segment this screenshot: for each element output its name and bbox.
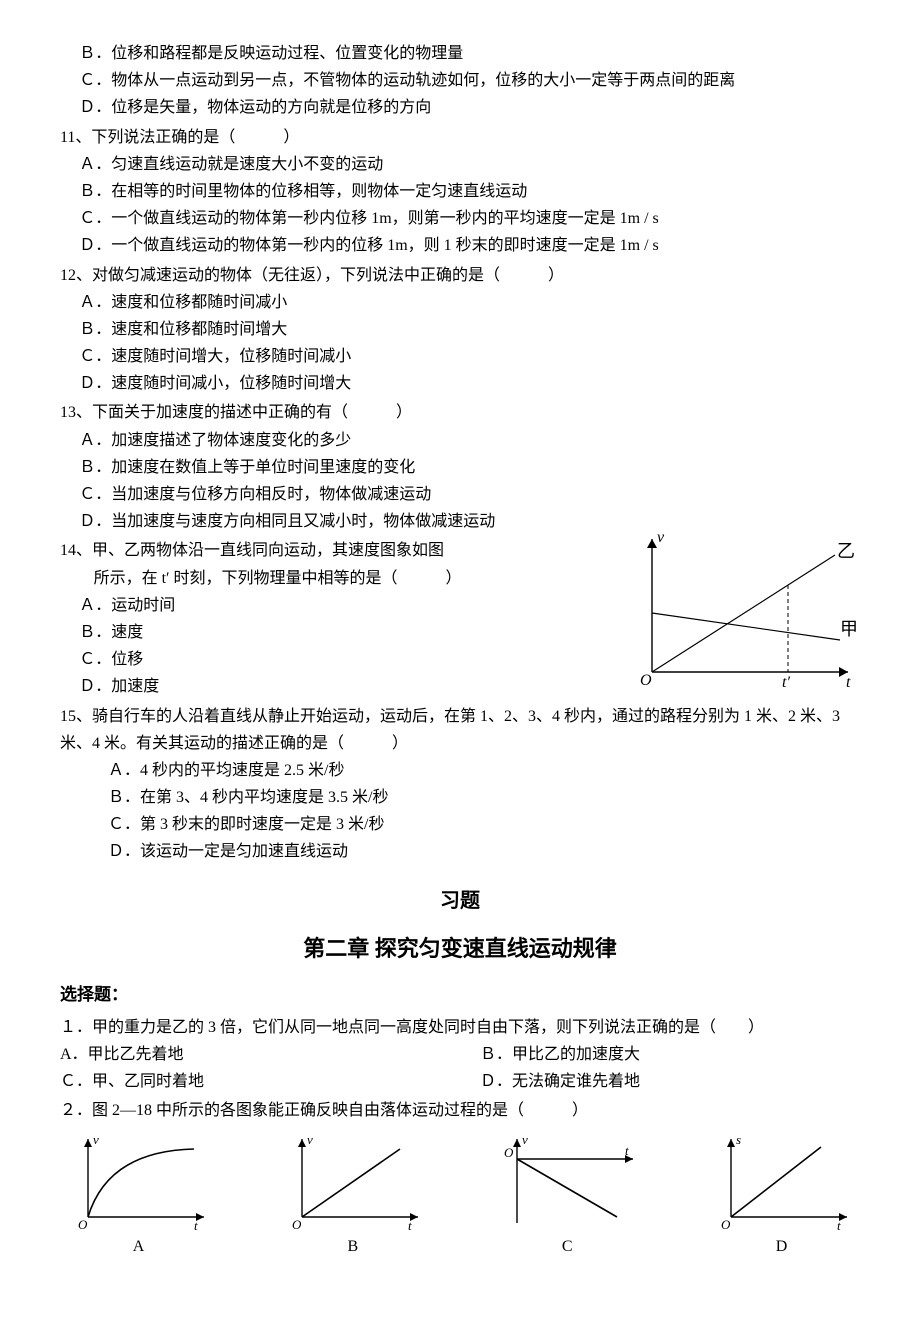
c2q2-stem: ２．图 2—18 中所示的各图象能正确反映自由落体运动过程的是（ ） xyxy=(60,1097,860,1124)
svg-text:O: O xyxy=(78,1217,88,1231)
graph-a: O v t A xyxy=(66,1131,211,1260)
svg-text:t: t xyxy=(837,1218,841,1231)
q15-option-a: Ａ．4 秒内的平均速度是 2.5 米/秒 xyxy=(60,757,860,784)
c2q1-option-b: Ｂ．甲比乙的加速度大 xyxy=(440,1041,860,1068)
section-title: 习题 xyxy=(60,884,860,918)
graph-b-label: B xyxy=(347,1233,358,1260)
q11-option-a: Ａ．匀速直线运动就是速度大小不变的运动 xyxy=(60,151,860,178)
svg-text:O: O xyxy=(640,672,652,689)
c2q1-option-a: A．甲比乙先着地 xyxy=(60,1041,440,1068)
graph-c: O v t C xyxy=(495,1131,640,1260)
q12-stem: 12、对做匀减速运动的物体（无往返），下列说法中正确的是（ ） xyxy=(60,262,860,289)
c2q1-stem: １．甲的重力是乙的 3 倍，它们从同一地点同一高度处同时自由下落，则下列说法正确… xyxy=(60,1014,860,1041)
graph-a-label: A xyxy=(133,1233,145,1260)
graph-b: O v t B xyxy=(280,1131,425,1260)
c2q2-graphs: O v t A O v t B O v xyxy=(60,1131,860,1260)
q13-option-c: Ｃ．当加速度与位移方向相反时，物体做减速运动 xyxy=(60,481,860,508)
q11-option-c: Ｃ．一个做直线运动的物体第一秒内位移 1m，则第一秒内的平均速度一定是 1m /… xyxy=(60,205,860,232)
c2q1-option-c: Ｃ．甲、乙同时着地 xyxy=(60,1068,440,1095)
q15-option-c: Ｃ．第 3 秒末的即时速度一定是 3 米/秒 xyxy=(60,811,860,838)
svg-text:乙: 乙 xyxy=(837,541,855,561)
svg-text:v: v xyxy=(657,529,665,546)
graph-d: O s t D xyxy=(709,1131,854,1260)
q14-diagram: O v t t′ 乙 甲 xyxy=(630,527,860,697)
svg-text:甲: 甲 xyxy=(840,619,858,639)
q13-stem: 13、下面关于加速度的描述中正确的有（ ） xyxy=(60,399,860,426)
svg-text:t: t xyxy=(846,674,851,691)
c2q1-option-d: Ｄ．无法确定谁先着地 xyxy=(440,1068,860,1095)
svg-text:O: O xyxy=(721,1217,731,1231)
q11-option-d: Ｄ．一个做直线运动的物体第一秒内的位移 1m，则 1 秒末的即时速度一定是 1m… xyxy=(60,232,860,259)
svg-text:t: t xyxy=(625,1143,629,1158)
svg-text:s: s xyxy=(736,1132,741,1147)
q11-stem: 11、下列说法正确的是（ ） xyxy=(60,124,860,151)
sub-heading: 选择题： xyxy=(60,981,860,1010)
graph-c-label: C xyxy=(562,1233,573,1260)
q14-block: O v t t′ 乙 甲 14、甲、乙两物体沿一直线同向运动，其速度图象如图 所… xyxy=(60,537,860,700)
q12-option-a: Ａ．速度和位移都随时间减小 xyxy=(60,289,860,316)
c2q1-row1: A．甲比乙先着地 Ｂ．甲比乙的加速度大 xyxy=(60,1041,860,1068)
svg-text:v: v xyxy=(522,1132,528,1147)
svg-text:t′: t′ xyxy=(782,674,790,691)
q12-option-c: Ｃ．速度随时间增大，位移随时间减小 xyxy=(60,343,860,370)
q11-option-b: Ｂ．在相等的时间里物体的位移相等，则物体一定匀速直线运动 xyxy=(60,178,860,205)
svg-text:O: O xyxy=(292,1217,302,1231)
svg-text:t: t xyxy=(194,1218,198,1231)
chapter-title: 第二章 探究匀变速直线运动规律 xyxy=(60,930,860,967)
q15-option-d: Ｄ．该运动一定是匀加速直线运动 xyxy=(60,838,860,865)
q13-option-b: Ｂ．加速度在数值上等于单位时间里速度的变化 xyxy=(60,454,860,481)
svg-text:O: O xyxy=(504,1145,514,1160)
q13-option-a: Ａ．加速度描述了物体速度变化的多少 xyxy=(60,427,860,454)
graph-d-label: D xyxy=(776,1233,788,1260)
q15-stem: 15、骑自行车的人沿着直线从静止开始运动，运动后，在第 1、2、3、4 秒内，通… xyxy=(60,703,860,757)
svg-text:v: v xyxy=(93,1132,99,1147)
q12-option-b: Ｂ．速度和位移都随时间增大 xyxy=(60,316,860,343)
c2q1-row2: Ｃ．甲、乙同时着地 Ｄ．无法确定谁先着地 xyxy=(60,1068,860,1095)
q12-option-d: Ｄ．速度随时间减小，位移随时间增大 xyxy=(60,370,860,397)
q10-option-c: Ｃ．物体从一点运动到另一点，不管物体的运动轨迹如何，位移的大小一定等于两点间的距… xyxy=(60,67,860,94)
svg-text:t: t xyxy=(408,1218,412,1231)
q10-option-b: Ｂ．位移和路程都是反映运动过程、位置变化的物理量 xyxy=(60,40,860,67)
q10-option-d: Ｄ．位移是矢量，物体运动的方向就是位移的方向 xyxy=(60,94,860,121)
svg-text:v: v xyxy=(307,1132,313,1147)
q15-option-b: Ｂ．在第 3、4 秒内平均速度是 3.5 米/秒 xyxy=(60,784,860,811)
